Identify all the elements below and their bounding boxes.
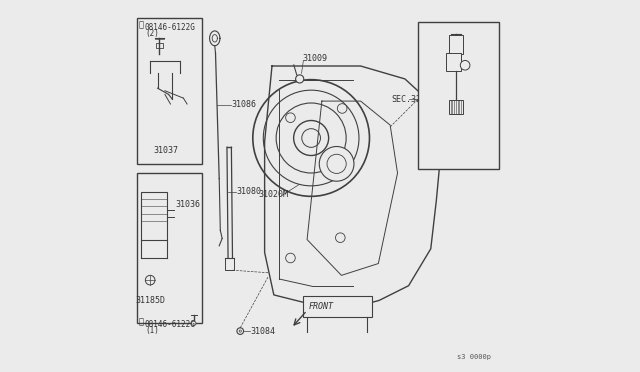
Text: (2): (2) — [145, 29, 159, 38]
Bar — [452, 38, 460, 44]
Circle shape — [296, 75, 304, 83]
Bar — [449, 100, 463, 114]
Circle shape — [239, 330, 241, 332]
Text: 08146-6122G: 08146-6122G — [145, 320, 196, 329]
Text: 31009: 31009 — [303, 54, 328, 63]
Text: 31185D: 31185D — [135, 296, 165, 305]
Bar — [303, 296, 372, 317]
Text: FRONT: FRONT — [309, 302, 334, 311]
Bar — [445, 53, 461, 71]
Circle shape — [263, 90, 359, 186]
Text: 31036: 31036 — [175, 200, 200, 209]
Circle shape — [302, 129, 321, 147]
Text: 31080: 31080 — [237, 187, 262, 196]
Circle shape — [327, 154, 346, 173]
Bar — [418, 22, 499, 169]
Text: SEC.327: SEC.327 — [391, 95, 426, 104]
Circle shape — [319, 147, 354, 181]
Circle shape — [253, 80, 369, 196]
Circle shape — [335, 233, 345, 243]
Bar — [449, 35, 463, 54]
Text: (1): (1) — [145, 326, 159, 335]
Circle shape — [337, 104, 347, 113]
Text: 31084: 31084 — [251, 327, 276, 336]
Circle shape — [294, 121, 328, 155]
Bar — [225, 258, 234, 270]
Text: 08146-6122G: 08146-6122G — [145, 23, 196, 32]
Text: s3 0000p: s3 0000p — [456, 353, 491, 360]
Circle shape — [276, 103, 346, 173]
Polygon shape — [264, 66, 442, 310]
Text: Ⓑ: Ⓑ — [139, 317, 144, 326]
Circle shape — [285, 253, 295, 263]
Bar — [137, 18, 202, 164]
Bar — [137, 173, 202, 323]
Circle shape — [285, 113, 295, 122]
Circle shape — [145, 275, 155, 285]
Text: 31020M: 31020M — [259, 190, 289, 199]
Text: Ⓑ: Ⓑ — [139, 20, 144, 29]
Circle shape — [191, 321, 196, 326]
Text: 31037: 31037 — [154, 147, 179, 155]
Bar — [156, 44, 163, 48]
Bar — [141, 192, 167, 240]
Circle shape — [237, 328, 244, 334]
Text: 31086: 31086 — [232, 100, 257, 109]
Circle shape — [460, 61, 470, 70]
